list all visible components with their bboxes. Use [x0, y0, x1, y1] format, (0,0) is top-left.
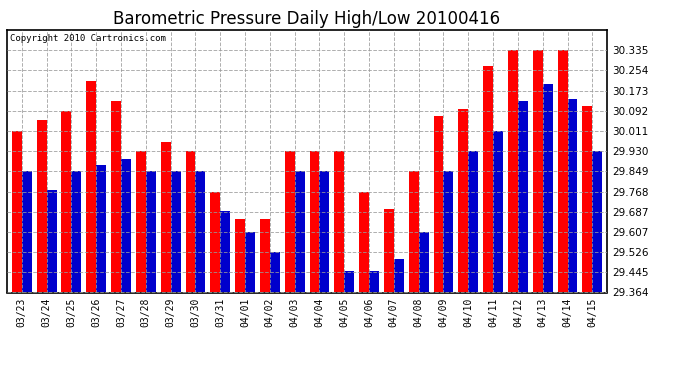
Bar — [319, 171, 329, 292]
Bar — [220, 211, 230, 292]
Bar — [369, 271, 379, 292]
Bar — [533, 50, 543, 292]
Bar — [37, 120, 47, 292]
Bar — [260, 219, 270, 292]
Bar — [295, 171, 304, 292]
Bar — [419, 232, 428, 292]
Bar — [493, 131, 503, 292]
Bar — [195, 171, 206, 292]
Bar — [359, 192, 369, 292]
Bar — [245, 232, 255, 292]
Bar — [12, 131, 22, 292]
Bar — [582, 106, 592, 292]
Bar — [444, 171, 453, 292]
Bar — [508, 50, 518, 292]
Bar — [408, 171, 419, 292]
Bar — [458, 109, 469, 292]
Bar — [47, 190, 57, 292]
Bar — [71, 171, 81, 292]
Bar — [567, 99, 578, 292]
Bar — [61, 111, 71, 292]
Bar — [310, 151, 319, 292]
Text: Copyright 2010 Cartronics.com: Copyright 2010 Cartronics.com — [10, 34, 166, 43]
Bar — [335, 151, 344, 292]
Bar — [285, 151, 295, 292]
Bar — [170, 171, 181, 292]
Bar — [96, 165, 106, 292]
Bar — [136, 151, 146, 292]
Bar — [146, 171, 156, 292]
Bar — [161, 142, 170, 292]
Bar — [483, 66, 493, 292]
Bar — [235, 219, 245, 292]
Bar — [469, 151, 478, 292]
Bar — [394, 259, 404, 292]
Bar — [558, 50, 567, 292]
Bar — [111, 100, 121, 292]
Bar — [543, 84, 553, 292]
Bar — [121, 159, 131, 292]
Bar — [518, 100, 528, 292]
Title: Barometric Pressure Daily High/Low 20100416: Barometric Pressure Daily High/Low 20100… — [113, 10, 501, 28]
Bar — [186, 151, 195, 292]
Bar — [210, 192, 220, 292]
Bar — [433, 116, 444, 292]
Bar — [592, 151, 602, 292]
Bar — [384, 209, 394, 292]
Bar — [22, 171, 32, 292]
Bar — [270, 252, 279, 292]
Bar — [344, 271, 354, 292]
Bar — [86, 81, 96, 292]
